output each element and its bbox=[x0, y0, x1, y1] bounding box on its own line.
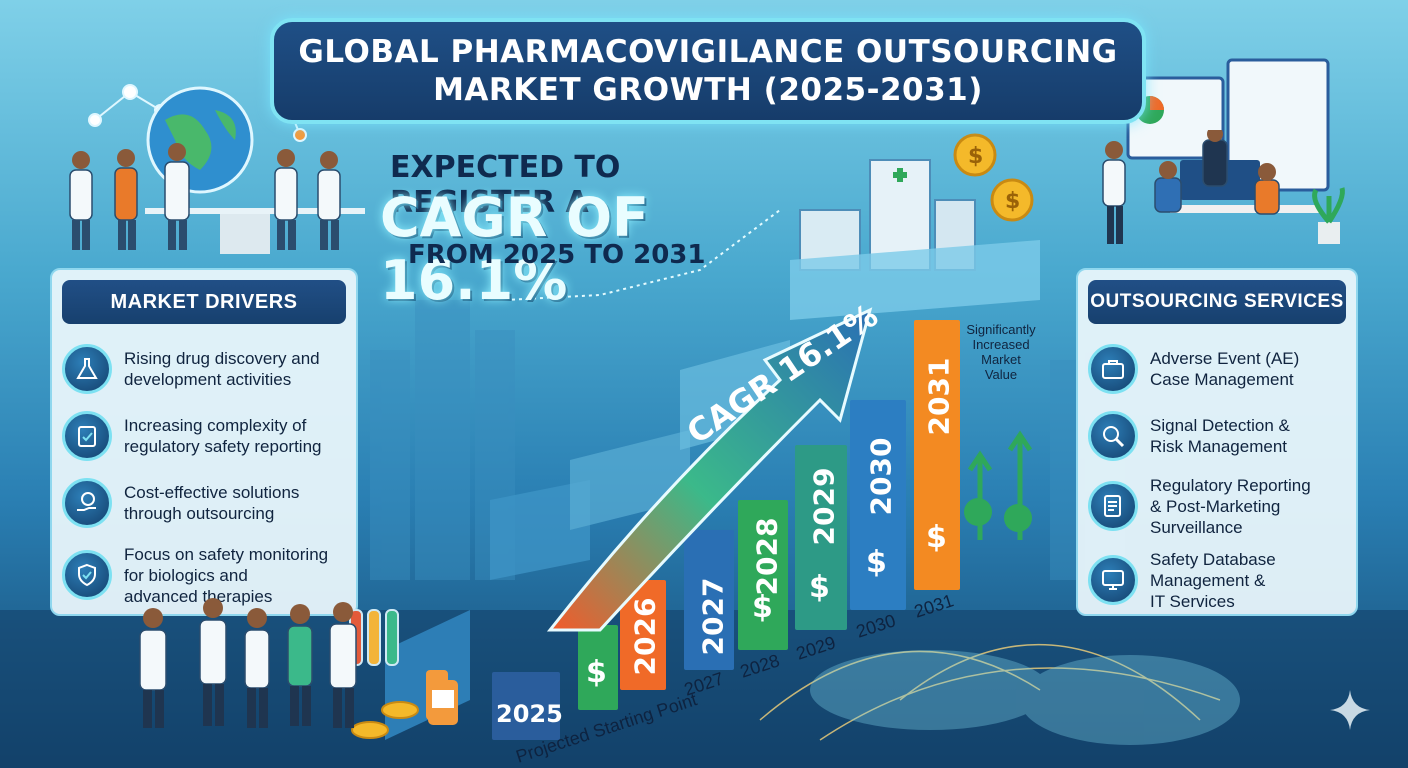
dollar-icon: $ bbox=[866, 545, 887, 580]
market-drivers-heading: MARKET DRIVERS bbox=[62, 280, 346, 324]
coin-stack-icon bbox=[351, 680, 458, 739]
driver-item-text: Focus on safety monitoring for biologics… bbox=[124, 544, 329, 606]
bar-2031-year: 2031 bbox=[922, 357, 956, 436]
doctors-illustration bbox=[139, 598, 357, 728]
service-item: Safety Database Management & IT Services bbox=[1088, 542, 1348, 618]
service-item-text: Safety Database Management & IT Services bbox=[1150, 549, 1276, 611]
shield-check-icon bbox=[62, 550, 112, 600]
service-item: Regulatory Reporting & Post-Marketing Su… bbox=[1088, 468, 1348, 544]
bar-2025-year: 2025 bbox=[496, 700, 563, 728]
driver-item: Cost-effective solutions through outsour… bbox=[62, 468, 348, 538]
lab-team-illustration bbox=[69, 143, 341, 250]
computer-icon bbox=[1088, 555, 1138, 605]
title-line-1: GLOBAL PHARMACOVIGILANCE OUTSOURCING bbox=[298, 34, 1118, 70]
service-item-text: Adverse Event (AE) Case Management bbox=[1150, 349, 1300, 389]
bar-green-small: $ bbox=[578, 625, 618, 710]
title-line-2: MARKET GROWTH (2025-2031) bbox=[433, 72, 983, 108]
document-icon bbox=[1088, 481, 1138, 531]
title-banner: GLOBAL PHARMACOVIGILANCE OUTSOURCING MAR… bbox=[270, 18, 1146, 124]
magnifier-icon bbox=[1088, 411, 1138, 461]
office-team-illustration bbox=[1102, 130, 1280, 244]
clipboard-check-icon bbox=[62, 411, 112, 461]
dollar-icon: $ bbox=[926, 520, 947, 555]
dollar-icon: $ bbox=[752, 590, 773, 625]
driver-item: Increasing complexity of regulatory safe… bbox=[62, 401, 348, 471]
outsourcing-services-panel: OUTSOURCING SERVICES Adverse Event (AE) … bbox=[1076, 268, 1358, 616]
bar-2028: 2028 $ bbox=[738, 500, 788, 650]
sparkle-icon bbox=[1330, 690, 1370, 730]
headline-cagr: CAGR OF 16.1% bbox=[380, 186, 649, 312]
up-arrows bbox=[964, 430, 1033, 540]
service-item: Signal Detection & Risk Management bbox=[1088, 401, 1348, 471]
driver-item-text: Cost-effective solutions through outsour… bbox=[124, 483, 300, 523]
outsourcing-services-heading: OUTSOURCING SERVICES bbox=[1088, 280, 1346, 324]
growth-arrow bbox=[546, 307, 873, 632]
svg-text:$: $ bbox=[1005, 189, 1020, 214]
dollar-icon: $ bbox=[809, 570, 830, 605]
bar-2027: 2027 bbox=[684, 530, 734, 670]
market-value-note: Significantly Increased Market Value bbox=[966, 322, 1036, 382]
service-item: Adverse Event (AE) Case Management bbox=[1088, 334, 1348, 404]
service-item-text: Regulatory Reporting & Post-Marketing Su… bbox=[1150, 475, 1311, 537]
bar-2029: 2029 $ bbox=[795, 445, 847, 630]
flask-icon bbox=[62, 344, 112, 394]
market-drivers-panel: MARKET DRIVERS Rising drug discovery and… bbox=[50, 268, 358, 616]
headline-line-1: EXPECTED TO REGISTER A bbox=[390, 150, 621, 220]
headline-period: FROM 2025 TO 2031 bbox=[408, 240, 706, 270]
service-item-text: Signal Detection & Risk Management bbox=[1150, 416, 1290, 456]
bar-2030: 2030 $ bbox=[850, 400, 906, 610]
money-hand-icon bbox=[62, 478, 112, 528]
driver-item-text: Increasing complexity of regulatory safe… bbox=[124, 416, 322, 456]
bar-2025: 2025 bbox=[492, 672, 563, 740]
driver-item: Focus on safety monitoring for biologics… bbox=[62, 535, 348, 615]
dollar-icon: $ bbox=[586, 655, 607, 690]
svg-text:$: $ bbox=[968, 144, 983, 169]
driver-item: Rising drug discovery and development ac… bbox=[62, 334, 348, 404]
briefcase-icon bbox=[1088, 344, 1138, 394]
bar-2031: 2031 $ bbox=[914, 320, 960, 590]
driver-item-text: Rising drug discovery and development ac… bbox=[124, 349, 320, 389]
